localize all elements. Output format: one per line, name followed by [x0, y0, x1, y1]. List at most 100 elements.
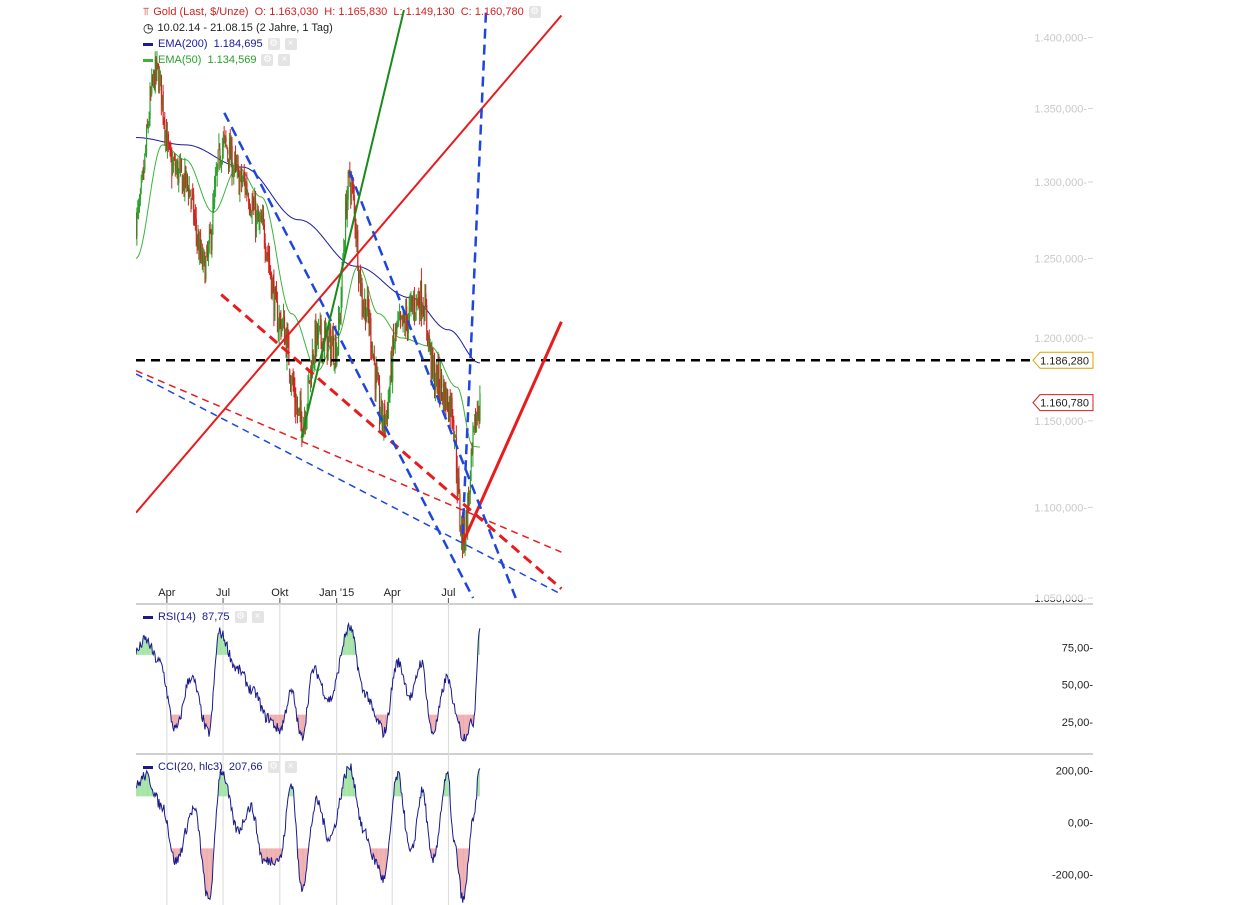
channel-blue-2[interactable] — [348, 171, 517, 599]
candle-body — [264, 224, 266, 244]
candle-body — [262, 216, 264, 222]
oversold-fill — [271, 714, 273, 721]
candle-body — [377, 378, 379, 380]
settings-gear-icon[interactable]: ⚙ — [528, 6, 541, 18]
oversold-fill — [299, 714, 301, 734]
last-price-tag-text: 1.160,780 — [1040, 398, 1089, 410]
candle-body — [380, 398, 382, 416]
candle-body — [414, 313, 416, 317]
candle-body — [277, 301, 279, 332]
overbought-fill — [351, 774, 353, 797]
overbought-fill — [346, 766, 348, 797]
trend-red-support[interactable] — [461, 321, 563, 544]
oversold-fill — [381, 848, 383, 881]
oversold-fill — [275, 848, 277, 862]
drawings-layer[interactable] — [136, 0, 1103, 600]
candle-body — [393, 334, 395, 345]
oversold-fill — [383, 714, 384, 738]
candle-body — [253, 207, 255, 209]
candle-body — [331, 344, 333, 360]
candle-body — [168, 144, 170, 146]
rsi-settings-icon[interactable]: ⚙ — [234, 611, 247, 623]
candle-body — [388, 392, 390, 394]
candle-body — [325, 328, 327, 335]
candle-body — [263, 212, 265, 223]
candle-body — [140, 189, 142, 200]
candle-body — [147, 125, 149, 129]
oversold-fill — [304, 848, 306, 886]
cci-legend: CCI(20, hlc3) 207,66 ⚙ × — [143, 759, 297, 775]
oversold-fill — [375, 848, 377, 860]
candle-body — [243, 175, 245, 180]
overbought-fill — [218, 627, 220, 655]
overbought-fill — [446, 773, 448, 797]
candle-body — [462, 525, 464, 546]
candle-body — [473, 426, 475, 430]
trend-red-long[interactable] — [136, 14, 563, 514]
channel-blue-1[interactable] — [223, 112, 475, 599]
oversold-fill — [272, 714, 274, 721]
candle-body — [336, 350, 338, 366]
candle-body — [371, 345, 373, 354]
candle-body — [244, 178, 246, 191]
candle-body — [326, 331, 328, 358]
oversold-fill — [433, 714, 434, 735]
overbought-fill — [347, 623, 349, 655]
candle-body — [332, 335, 334, 363]
candle-body — [136, 215, 137, 237]
oversold-fill — [378, 848, 380, 870]
candle-body — [298, 407, 300, 409]
candle-body — [204, 256, 206, 284]
trend-red-lower-dashed[interactable] — [136, 369, 562, 553]
rsi-close-icon[interactable]: × — [251, 611, 264, 623]
candle-body — [307, 377, 309, 406]
candle-body — [169, 144, 171, 150]
level-price-tag-text: 1.186,280 — [1040, 355, 1089, 367]
candle-body — [435, 364, 437, 382]
candle-body — [316, 322, 318, 352]
oversold-fill — [172, 848, 173, 853]
candle-body — [341, 265, 343, 302]
oversold-fill — [273, 714, 275, 729]
oversold-fill — [300, 714, 301, 735]
oversold-fill — [302, 714, 304, 741]
candle-body — [419, 301, 421, 316]
candle-body — [424, 295, 426, 321]
candle-body — [219, 148, 221, 164]
ema200-settings-icon[interactable]: ⚙ — [267, 38, 280, 50]
candle-body — [151, 76, 153, 94]
ema200-label: EMA(200) 1.184,695 — [158, 38, 263, 50]
candle-body — [292, 376, 294, 387]
candle-body — [368, 310, 370, 328]
candle-body — [477, 411, 479, 417]
ema200-close-icon[interactable]: × — [284, 38, 297, 50]
trend-blue-lower-dashed[interactable] — [136, 373, 562, 595]
candle-body — [471, 446, 473, 452]
overbought-fill — [350, 763, 352, 797]
ema50-settings-icon[interactable]: ⚙ — [261, 54, 274, 66]
candle-body — [434, 363, 436, 393]
candle-body — [201, 248, 203, 259]
oversold-fill — [458, 714, 460, 723]
ema50-row: EMA(50) 1.134,569 ⚙ × — [143, 52, 541, 68]
overbought-fill — [144, 635, 146, 655]
candle-body — [328, 331, 330, 337]
trend-green-steep[interactable] — [300, 9, 405, 439]
candle-body — [329, 328, 331, 335]
oversold-fill — [209, 848, 210, 900]
cci-swatch — [143, 765, 153, 769]
trend-red-upper-dashed[interactable] — [220, 293, 563, 590]
cci-close-icon[interactable]: × — [284, 761, 297, 773]
candle-body — [401, 315, 403, 325]
candle-body — [178, 169, 180, 184]
ema50-close-icon[interactable]: × — [278, 54, 291, 66]
cci-settings-icon[interactable]: ⚙ — [267, 761, 280, 773]
trend-blue-steep[interactable] — [461, 9, 488, 535]
oversold-fill — [459, 848, 461, 882]
candle-body — [188, 187, 190, 198]
candle-body — [146, 128, 148, 154]
rsi-line — [136, 621, 481, 742]
oversold-fill — [178, 848, 180, 855]
overbought-fill — [222, 771, 224, 797]
